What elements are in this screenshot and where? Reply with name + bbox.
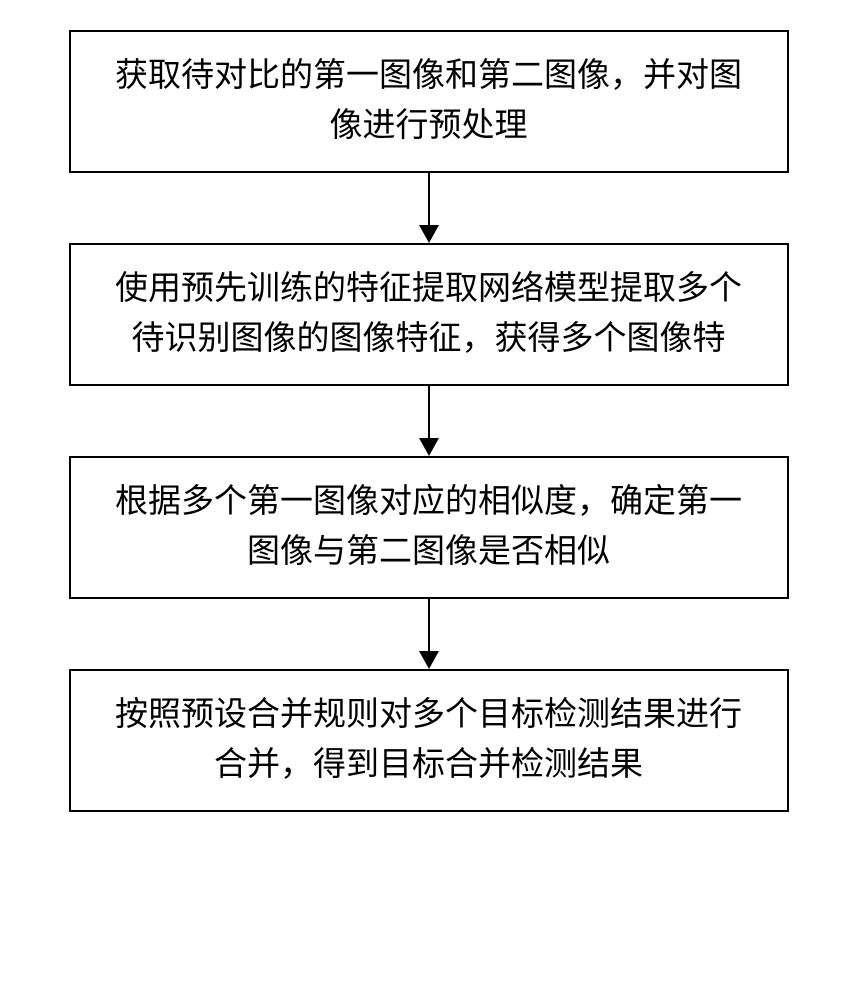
node-text: 获取待对比的第一图像和第二图像，并对图像进行预处理	[101, 52, 757, 151]
node-text: 根据多个第一图像对应的相似度，确定第一图像与第二图像是否相似	[101, 478, 757, 577]
arrow-line	[428, 386, 430, 438]
flowchart-arrow	[428, 173, 430, 243]
flowchart-node: 根据多个第一图像对应的相似度，确定第一图像与第二图像是否相似	[69, 456, 789, 599]
arrow-head-icon	[419, 438, 439, 456]
flowchart-container: 获取待对比的第一图像和第二图像，并对图像进行预处理 使用预先训练的特征提取网络模…	[50, 30, 807, 812]
flowchart-arrow	[428, 386, 430, 456]
node-text: 按照预设合并规则对多个目标检测结果进行合并，得到目标合并检测结果	[101, 691, 757, 790]
node-text: 使用预先训练的特征提取网络模型提取多个待识别图像的图像特征，获得多个图像特	[101, 265, 757, 364]
arrow-head-icon	[419, 225, 439, 243]
flowchart-node: 获取待对比的第一图像和第二图像，并对图像进行预处理	[69, 30, 789, 173]
flowchart-node: 按照预设合并规则对多个目标检测结果进行合并，得到目标合并检测结果	[69, 669, 789, 812]
arrow-line	[428, 599, 430, 651]
arrow-head-icon	[419, 651, 439, 669]
arrow-line	[428, 173, 430, 225]
flowchart-node: 使用预先训练的特征提取网络模型提取多个待识别图像的图像特征，获得多个图像特	[69, 243, 789, 386]
flowchart-arrow	[428, 599, 430, 669]
